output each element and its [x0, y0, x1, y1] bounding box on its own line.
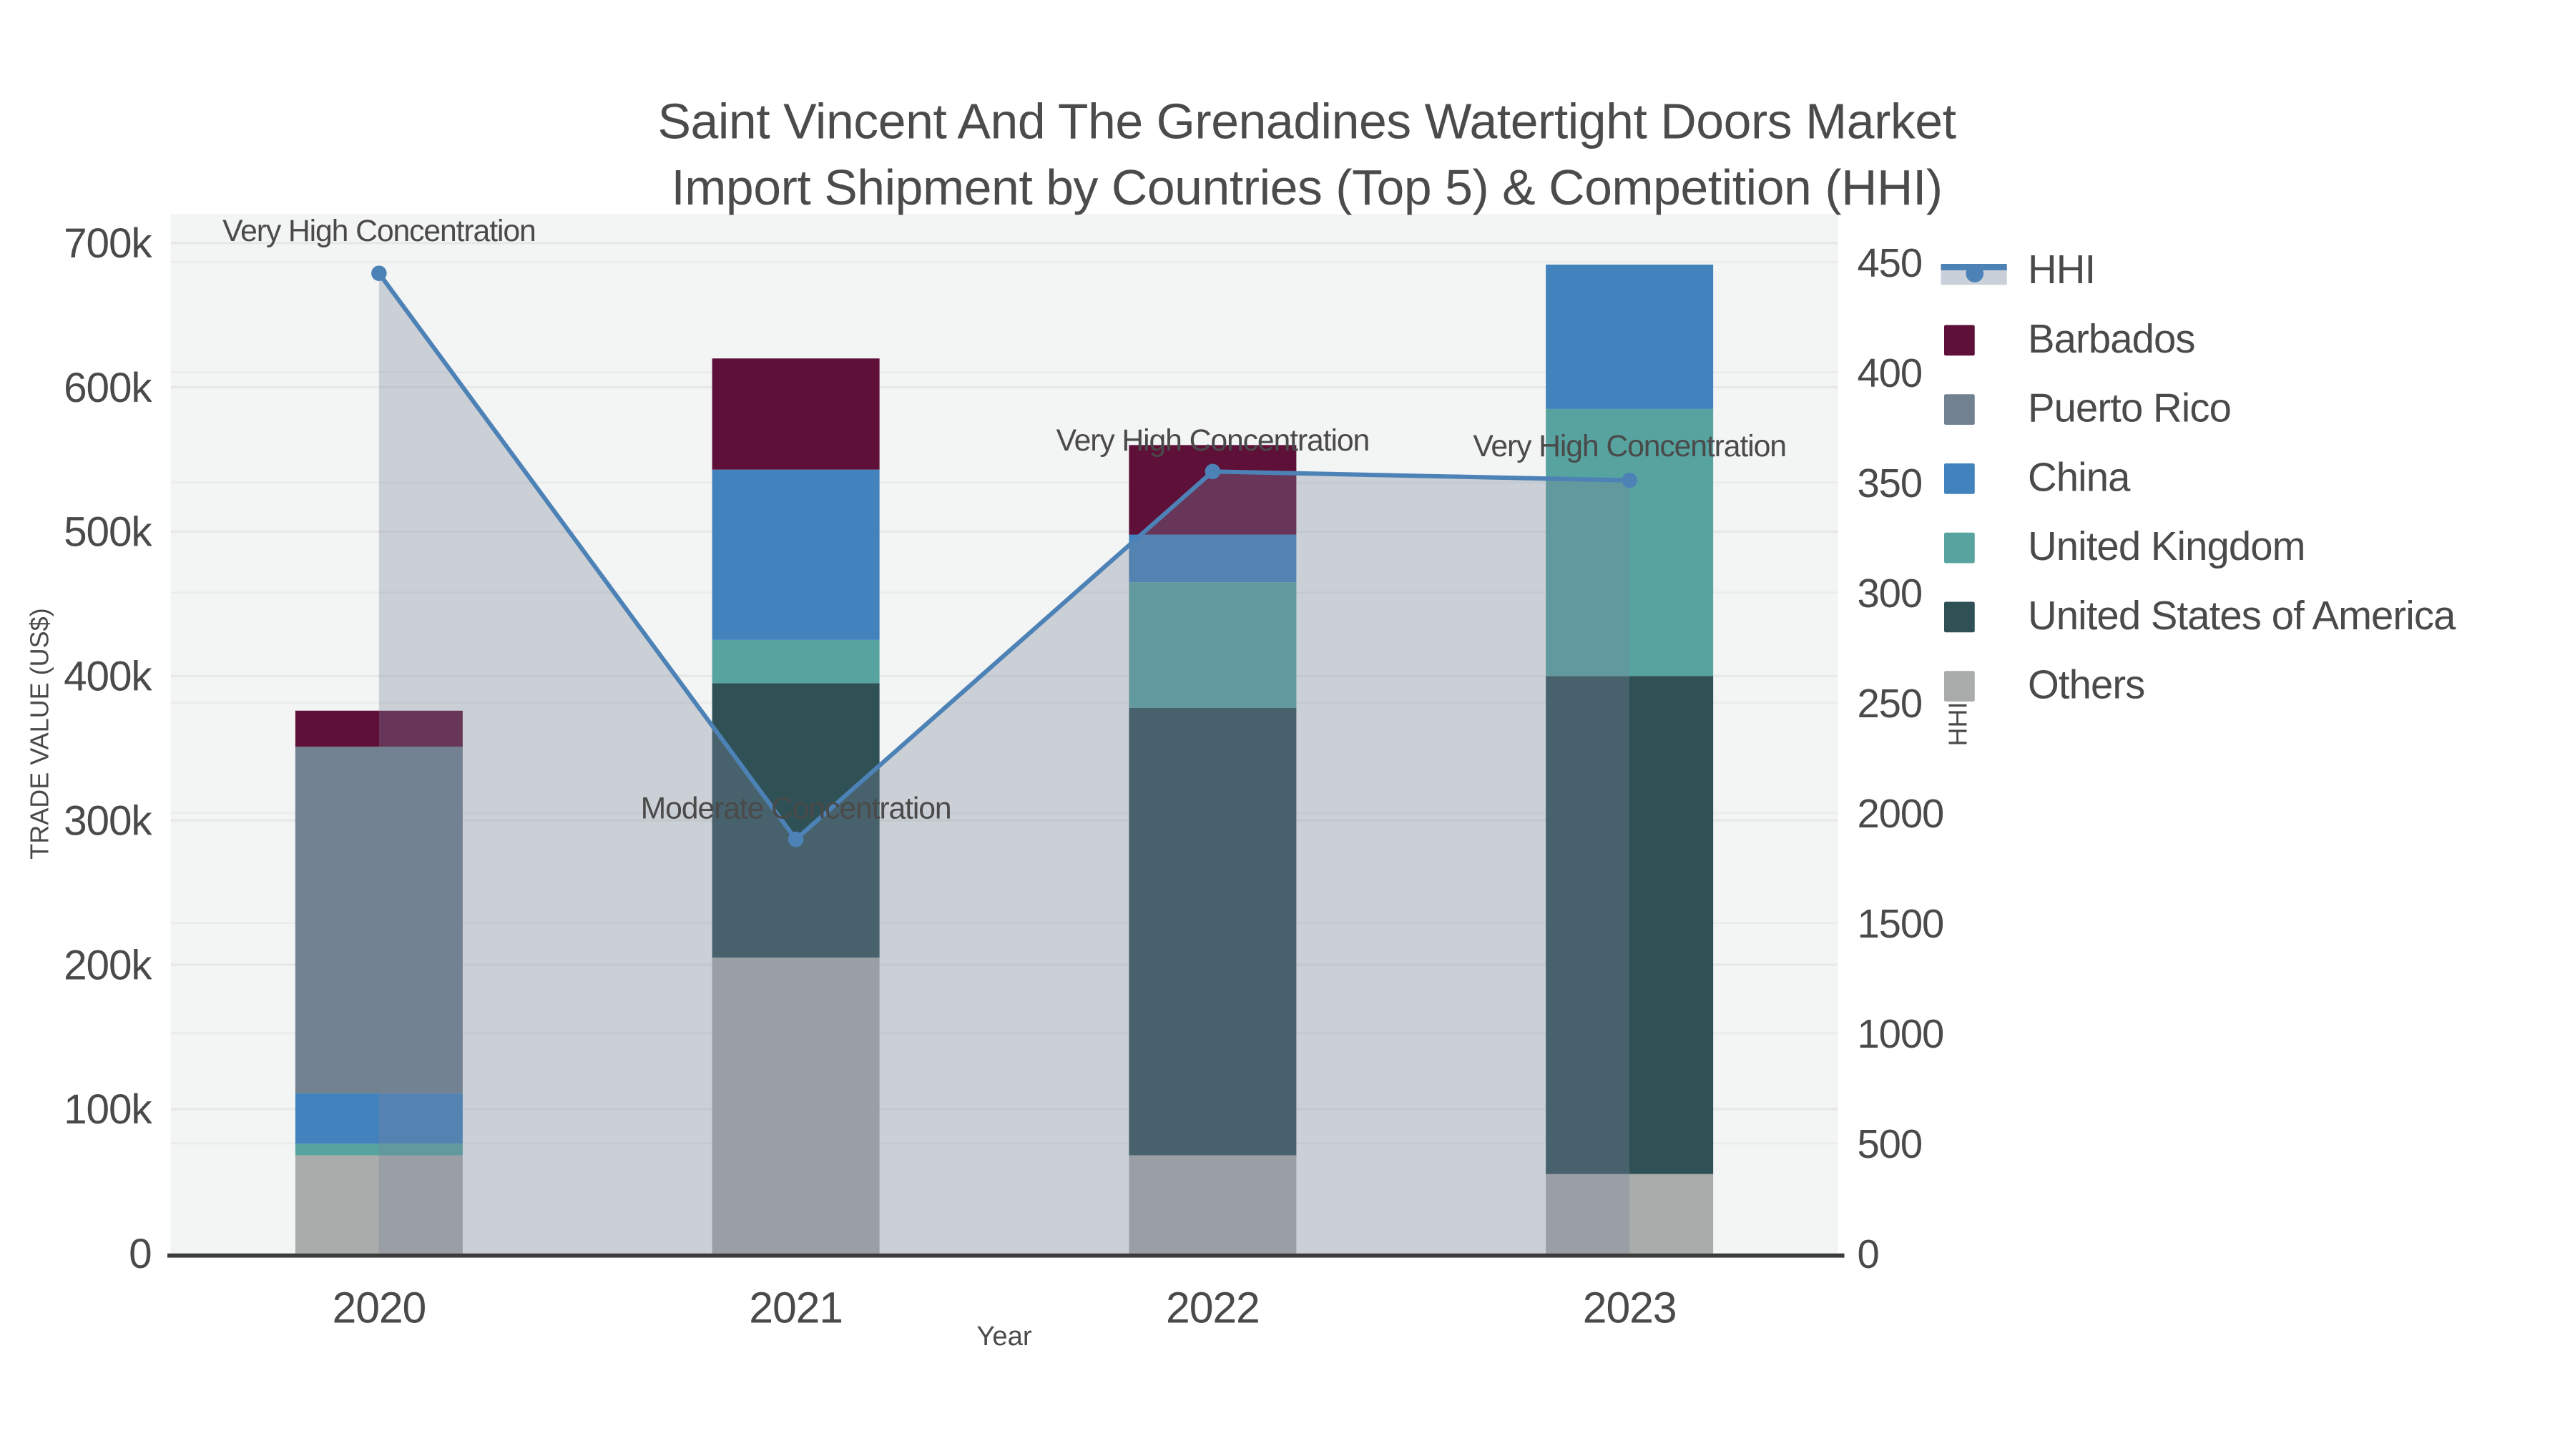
y-left-tick-label: 100k — [64, 1086, 152, 1133]
legend-swatch-icon — [1941, 325, 2016, 356]
color-swatch-icon — [1944, 463, 1975, 494]
legend-item-label: HHI — [2028, 247, 2096, 293]
legend-item-label: Others — [2028, 663, 2145, 708]
x-tick-label: 2021 — [749, 1284, 843, 1332]
y-left-tick-label: 500k — [64, 509, 152, 556]
legend-item-puerto-rico[interactable]: Puerto Rico — [1931, 375, 2572, 444]
legend-item-others[interactable]: Others — [1931, 651, 2572, 721]
hhi-marker — [788, 831, 804, 847]
hhi-marker — [1205, 463, 1221, 480]
y-left-tick-label: 700k — [64, 220, 152, 267]
legend-item-hhi[interactable]: HHI — [1931, 237, 2572, 306]
legend-line-symbol — [1941, 253, 2016, 289]
color-swatch-icon — [1944, 532, 1975, 564]
y-left-tick-label: 200k — [64, 942, 152, 988]
legend-swatch-icon — [1941, 671, 2016, 702]
color-swatch-icon — [1944, 394, 1975, 425]
bar-segment-china — [1129, 534, 1297, 583]
bar-segment-united-states-of-america — [1546, 676, 1714, 1174]
annotation: Very High Concentration — [1473, 429, 1786, 463]
bar-segment-puerto-rico — [295, 747, 463, 1093]
y-right-tick-label: 300 — [1858, 571, 1922, 616]
legend-swatch-icon — [1941, 601, 2016, 633]
bar-segment-others — [1129, 1155, 1297, 1254]
x-tick-label: 2022 — [1166, 1284, 1260, 1332]
bar-segment-united-kingdom — [1129, 582, 1297, 708]
bar-segment-others — [1546, 1174, 1714, 1254]
x-axis-title: Year — [976, 1321, 1032, 1352]
hhi-marker — [371, 265, 387, 281]
annotation: Moderate Concentration — [641, 791, 951, 825]
legend-item-china[interactable]: China — [1931, 444, 2572, 513]
y-right-tick-label: 1000 — [1858, 1011, 1944, 1056]
y-right-tick-label: 0 — [1858, 1231, 1879, 1277]
chart-title-line1: Saint Vincent And The Grenadines Waterti… — [657, 93, 1956, 150]
legend-item-united-kingdom[interactable]: United Kingdom — [1931, 513, 2572, 583]
legend: HHI Barbados Puerto Rico China United Kingdo… — [1931, 223, 2572, 737]
bar-segment-others — [295, 1155, 463, 1254]
y-right-tick-label: 250 — [1858, 681, 1922, 726]
y-right-tick-label: 1500 — [1858, 901, 1944, 946]
y-left-tick-label: 0 — [129, 1231, 151, 1277]
bar-segment-united-kingdom — [712, 639, 880, 684]
color-swatch-icon — [1944, 325, 1975, 356]
bar-segment-united-states-of-america — [1129, 707, 1297, 1156]
legend-swatch-icon — [1941, 532, 2016, 564]
legend-item-label: China — [2028, 455, 2130, 501]
y-right-tick-label: 500 — [1858, 1121, 1922, 1166]
legend-item-united-states-of-america[interactable]: United States of America — [1931, 583, 2572, 652]
bar-segment-united-kingdom — [1546, 408, 1714, 677]
y-right-axis-title: HHI — [1946, 702, 1973, 747]
legend-item-barbados[interactable]: Barbados — [1931, 306, 2572, 375]
x-tick-label: 2023 — [1583, 1284, 1677, 1332]
y-right-tick-label: 450 — [1858, 240, 1922, 285]
x-tick-label: 2020 — [333, 1284, 426, 1332]
legend-item-label: Puerto Rico — [2028, 386, 2232, 431]
chart-title-line2: Import Shipment by Countries (Top 5) & C… — [671, 159, 1943, 216]
y-right-tick-label: 350 — [1858, 461, 1922, 506]
bars-layer — [295, 265, 1714, 1254]
tick-labels: 0 100k 200k 300k 400k 500k 600k 700k 0 500 1000 150… — [64, 220, 1944, 1332]
legend-item-label: United States of America — [2028, 594, 2456, 639]
y-left-axis-title: TRADE VALUE (US$) — [27, 608, 55, 860]
y-left-tick-label: 300k — [64, 797, 152, 844]
bar-segment-others — [712, 957, 880, 1254]
annotation: Very High Concentration — [1056, 423, 1370, 458]
annotation: Very High Concentration — [222, 214, 536, 248]
bar-segment-barbados — [295, 710, 463, 747]
legend-item-label: Barbados — [2028, 317, 2196, 363]
bar-segment-china — [712, 469, 880, 640]
legend-swatch-icon — [1941, 394, 2016, 425]
color-swatch-icon — [1944, 601, 1975, 633]
color-swatch-icon — [1944, 671, 1975, 702]
hhi-marker — [1622, 472, 1637, 488]
y-right-tick-label: 2000 — [1858, 791, 1944, 836]
bar-segment-united-kingdom — [295, 1143, 463, 1156]
bar-segment-united-states-of-america — [712, 683, 880, 958]
legend-swatch-icon — [1941, 463, 2016, 494]
bar-segment-barbados — [712, 358, 880, 470]
hhi-legend-glyph — [1941, 253, 2007, 289]
legend-item-label: United Kingdom — [2028, 524, 2306, 570]
hhi-area — [378, 273, 1630, 1254]
y-left-tick-label: 600k — [64, 365, 152, 411]
y-left-tick-label: 400k — [64, 654, 152, 700]
bar-segment-china — [1546, 265, 1714, 409]
bar-segment-china — [295, 1093, 463, 1144]
hhi-line — [377, 272, 1630, 843]
y-right-tick-label: 400 — [1858, 350, 1922, 395]
